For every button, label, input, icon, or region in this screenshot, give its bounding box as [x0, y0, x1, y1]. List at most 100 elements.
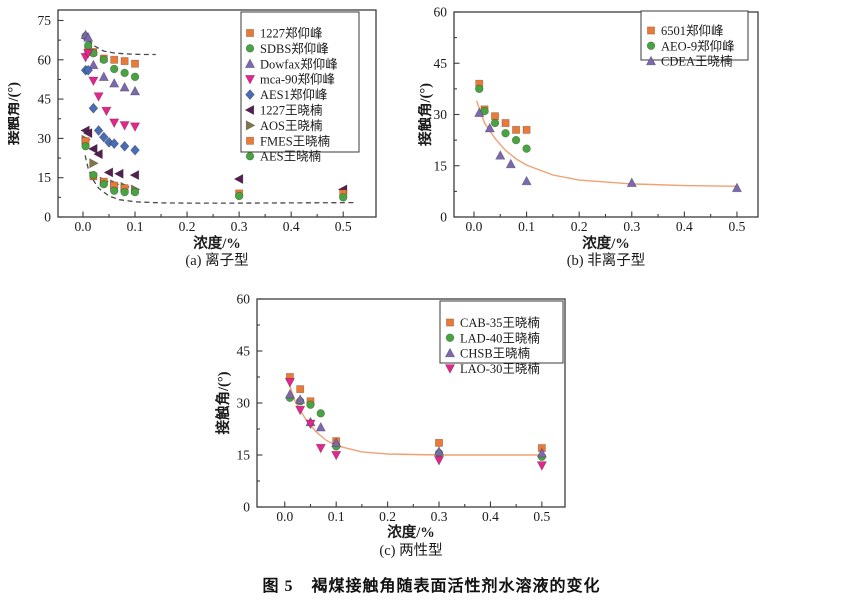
- legend-item: CDEA王晓楠: [645, 54, 733, 69]
- x-tick-label: 0.0: [466, 219, 483, 234]
- chart-nonionic: 0.0 0.1 0.2 0.3 0.4 0.5 0 15 30 45 60 6501郑仰峰 AEO-9郑…: [418, 0, 790, 283]
- x-axis-label: 浓度/%: [387, 523, 435, 541]
- legend-label: 1227郑仰峰: [260, 26, 323, 41]
- y-axis-label: 接触角/(°): [8, 82, 22, 145]
- y-tick-label: 60: [434, 5, 448, 20]
- legend-box: [640, 10, 749, 61]
- triangle-up-marker-icon: [244, 58, 256, 68]
- series-AEO-9郑仰峰: [474, 84, 531, 153]
- series-LAD-40王晓楠: [285, 393, 547, 461]
- y-tick-label: 0: [440, 210, 447, 225]
- legend-label: FMES王晓楠: [260, 133, 330, 148]
- x-tick-label: 0.1: [127, 219, 144, 234]
- figure-caption-text: 褐煤接触角随表面活性剂水溶液的变化: [311, 578, 601, 595]
- figure-caption: 图 5 褐煤接触角随表面活性剂水溶液的变化: [0, 572, 863, 596]
- plot-frame: [57, 9, 377, 218]
- series-AES1郑仰峰: [80, 64, 140, 156]
- subtitle: (b) 非离子型: [567, 252, 646, 269]
- legend-label: AEO-9郑仰峰: [661, 38, 735, 53]
- x-tick-label: 0.0: [276, 509, 293, 524]
- triangle-down-marker-icon: [244, 75, 256, 85]
- triangle-right-marker-icon: [245, 120, 256, 131]
- series-Dowfax郑仰峰: [80, 29, 141, 96]
- y-tick-label: 75: [38, 13, 52, 28]
- legend-label: 6501郑仰峰: [661, 23, 724, 38]
- y-tick-label: 30: [38, 131, 52, 146]
- legend-label: 1227王晓楠: [260, 103, 323, 118]
- y-axis-label: 接触角/(°): [418, 83, 434, 146]
- diamond-marker-icon: [245, 89, 255, 101]
- y-tick-label: 15: [434, 158, 448, 173]
- x-axis-label: 浓度/%: [582, 234, 630, 252]
- legend-label: AOS王晓楠: [260, 118, 323, 133]
- legend-label: CAB-35王晓楠: [460, 315, 540, 330]
- y-axis-label: 接触角/(°): [215, 371, 232, 434]
- chart-ionic-canvas: 0.0 0.1 0.2 0.3 0.4 0.5 0 15 30 45 60 75 1227郑仰峰SDBS…: [8, 9, 377, 269]
- x-tick-label: 0.3: [231, 219, 248, 234]
- chart-amphoteric: 0.0 0.1 0.2 0.3 0.4 0.5 0 15 30 45 60 CAB-35王晓楠 LAD-…: [215, 288, 577, 578]
- subtitle: (a) 离子型: [185, 252, 248, 269]
- square-marker-icon: [446, 318, 454, 327]
- series-mca-90郑仰峰: [80, 49, 141, 133]
- y-tick-label: 15: [237, 448, 251, 463]
- legend-label: AES1郑仰峰: [260, 87, 328, 102]
- x-tick-label: 0.1: [328, 509, 345, 524]
- legend-item: CAB-35王晓楠: [446, 315, 540, 330]
- x-tick-label: 0.2: [379, 509, 396, 524]
- legend-item: 1227郑仰峰: [246, 26, 323, 41]
- legend-item: FMES王晓楠: [246, 133, 330, 148]
- legend-label: SDBS郑仰峰: [260, 41, 329, 56]
- y-tick-label: 30: [237, 396, 251, 411]
- subtitle: (c) 两性型: [379, 542, 442, 559]
- circle-marker-icon: [445, 333, 455, 343]
- legend-item: AEO-9郑仰峰: [646, 38, 735, 53]
- legend-label: mca-90郑仰峰: [260, 72, 335, 87]
- legend: 1227郑仰峰SDBS郑仰峰Dowfax郑仰峰mca-90郑仰峰AES1郑仰峰1…: [240, 11, 360, 164]
- x-tick-label: 0.5: [335, 219, 352, 234]
- envelope-curve: [84, 155, 354, 204]
- fit-curve: [475, 100, 738, 187]
- triangle-down-marker-icon: [444, 364, 456, 374]
- x-tick-label: 0.2: [571, 219, 588, 234]
- square-marker-icon: [246, 136, 254, 145]
- series-CDEA王晓楠: [474, 107, 743, 193]
- x-tick-label: 0.0: [75, 219, 92, 234]
- legend-item: CHSB王晓楠: [444, 346, 530, 361]
- chart-nonionic-canvas: 0.0 0.1 0.2 0.3 0.4 0.5 0 15 30 45 60 6501郑仰峰AEO-9郑…: [418, 5, 759, 269]
- triangle-up-marker-icon: [645, 55, 657, 66]
- series-CHSB王晓楠: [284, 388, 548, 458]
- fit-curve: [286, 378, 542, 456]
- axis-ticks: [257, 298, 543, 508]
- y-tick-label: 60: [38, 52, 52, 67]
- legend-label: CHSB王晓楠: [460, 346, 530, 361]
- series-6501郑仰峰: [475, 79, 531, 134]
- x-tick-label: 0.4: [676, 219, 693, 234]
- legend-item: AES1郑仰峰: [245, 87, 328, 102]
- series-LAO-30王晓楠: [284, 378, 548, 471]
- triangle-up-marker-icon: [444, 347, 456, 358]
- x-tick-label: 0.1: [518, 219, 535, 234]
- y-tick-label: 45: [38, 92, 52, 107]
- y-tick-label: 0: [243, 500, 250, 515]
- series-AES王晓楠: [81, 142, 348, 202]
- legend-item: 1227王晓楠: [244, 103, 323, 118]
- legend-box: [439, 300, 564, 364]
- figure-caption-label: 图 5: [262, 578, 294, 595]
- y-tick-label: 60: [237, 292, 251, 307]
- y-tick-label: 45: [237, 344, 251, 359]
- legend-item: Dowfax郑仰峰: [244, 56, 338, 71]
- triangle-left-marker-icon: [244, 104, 255, 116]
- x-tick-label: 0.2: [179, 219, 196, 234]
- legend-item: LAO-30王晓楠: [444, 361, 540, 376]
- circle-marker-icon: [646, 41, 656, 51]
- y-tick-label: 45: [434, 56, 448, 71]
- y-tick-label: 15: [38, 170, 52, 185]
- x-axis-label: 浓度/%: [193, 234, 241, 252]
- x-tick-label: 0.5: [533, 509, 550, 524]
- legend-label: Dowfax郑仰峰: [260, 56, 338, 71]
- y-tick-label: 30: [434, 107, 448, 122]
- legend-label: LAO-30王晓楠: [460, 361, 540, 376]
- legend-box: [240, 11, 360, 153]
